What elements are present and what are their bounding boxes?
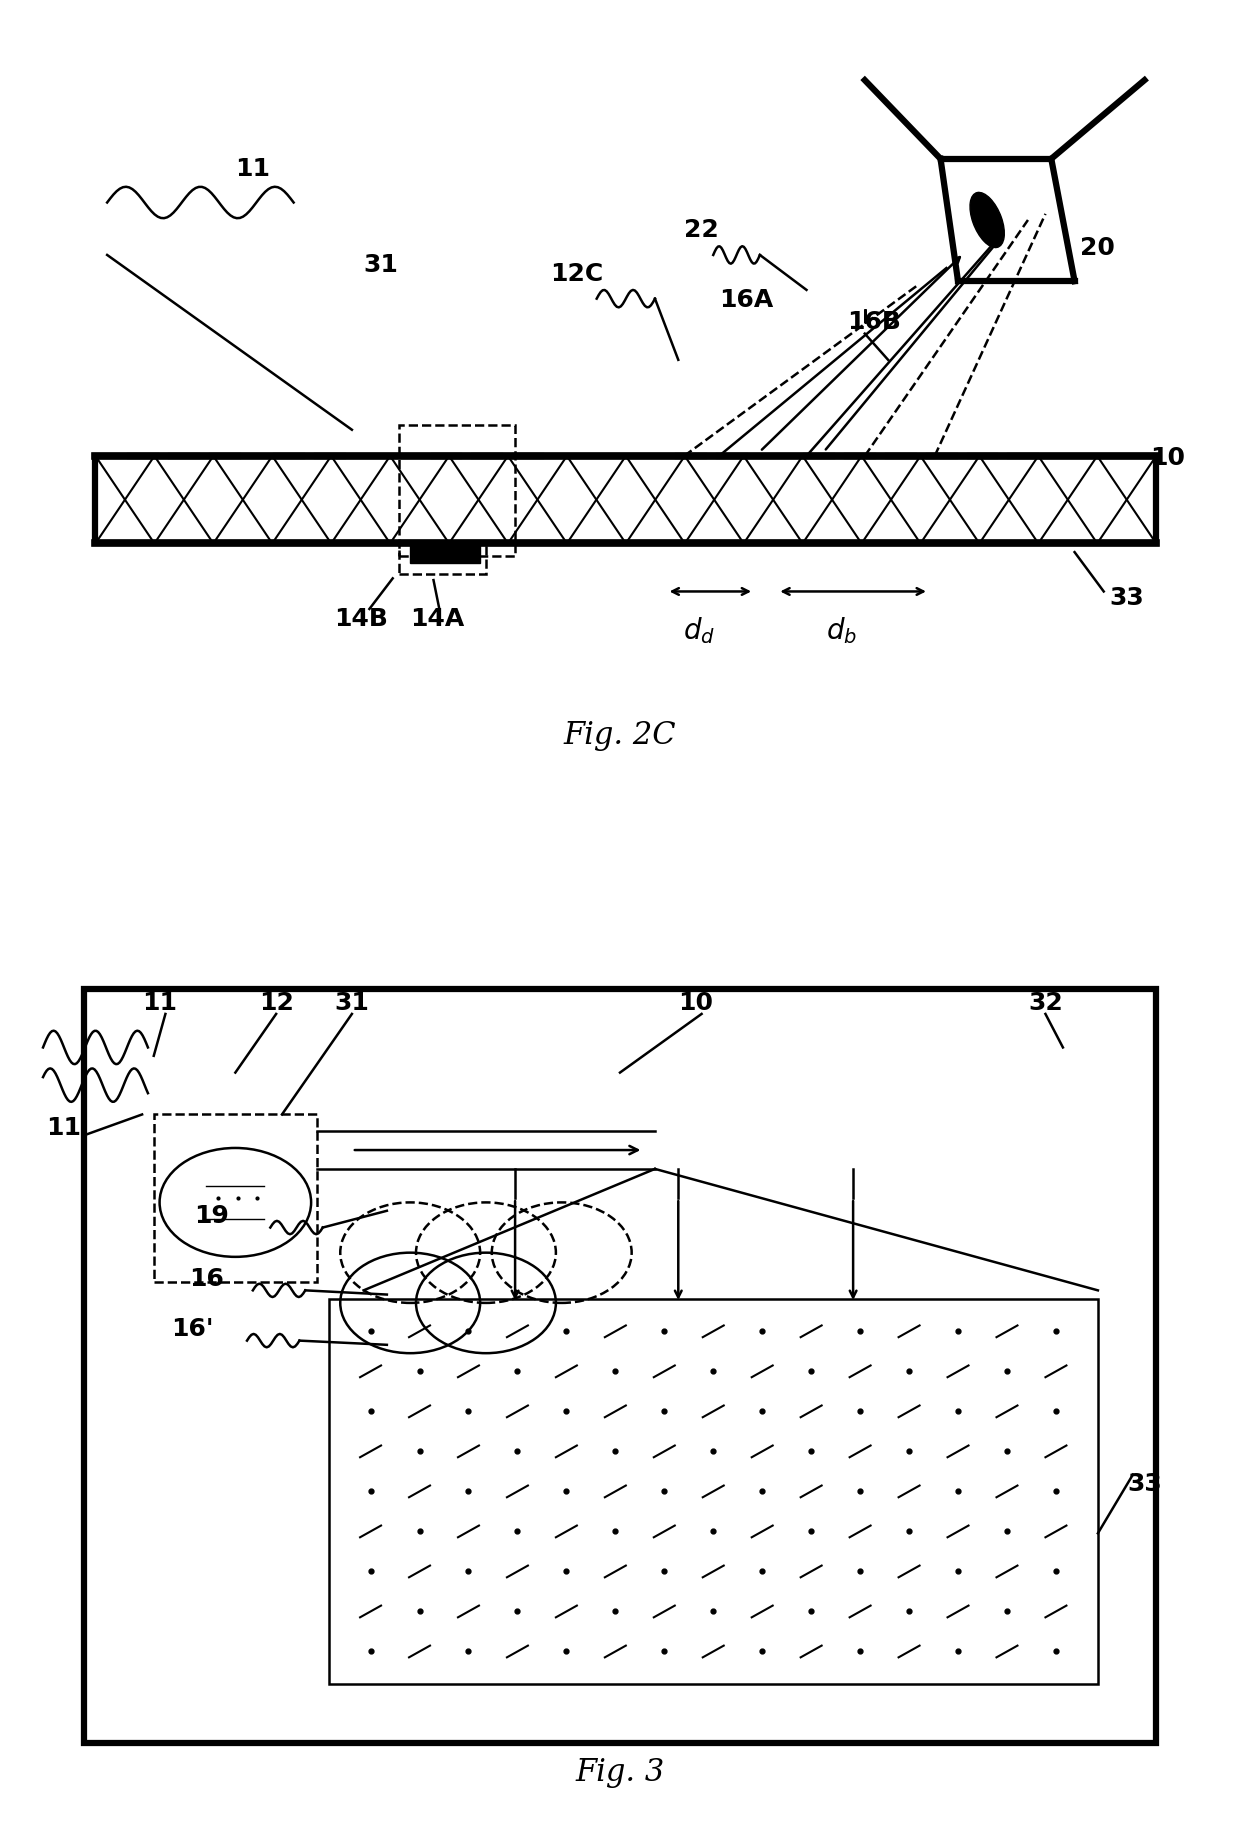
Text: 12C: 12C bbox=[551, 262, 604, 286]
Text: 14A: 14A bbox=[410, 608, 465, 632]
Bar bbox=[95, 455, 1156, 543]
Text: 16B: 16B bbox=[847, 310, 901, 335]
Text: 16A: 16A bbox=[719, 288, 774, 313]
Text: 16: 16 bbox=[188, 1267, 223, 1291]
Text: 11: 11 bbox=[236, 157, 270, 182]
Text: 33: 33 bbox=[1127, 1473, 1162, 1497]
Text: 11': 11' bbox=[47, 1116, 89, 1140]
Text: 10: 10 bbox=[1151, 446, 1185, 470]
Text: 32: 32 bbox=[1028, 991, 1063, 1014]
Text: 33: 33 bbox=[1110, 586, 1145, 610]
Text: Fig. 2C: Fig. 2C bbox=[564, 719, 676, 752]
Text: 12: 12 bbox=[259, 991, 294, 1014]
Text: 31: 31 bbox=[363, 253, 398, 277]
Text: 19: 19 bbox=[195, 1204, 229, 1229]
Text: 14B: 14B bbox=[335, 608, 388, 632]
Bar bbox=[410, 541, 480, 563]
Text: $d_d$: $d_d$ bbox=[683, 615, 714, 646]
Text: 11: 11 bbox=[143, 991, 177, 1014]
Text: 22: 22 bbox=[684, 219, 719, 242]
Text: Fig. 3: Fig. 3 bbox=[575, 1757, 665, 1788]
Bar bbox=[329, 1298, 1097, 1684]
Text: 31: 31 bbox=[335, 991, 370, 1014]
Bar bbox=[398, 543, 486, 574]
Bar bbox=[154, 1114, 317, 1282]
Text: $d_b$: $d_b$ bbox=[826, 615, 857, 646]
Text: 20: 20 bbox=[1080, 237, 1115, 260]
Text: 16': 16' bbox=[171, 1317, 213, 1342]
Bar bbox=[398, 426, 515, 557]
Text: 10: 10 bbox=[678, 991, 713, 1014]
Ellipse shape bbox=[970, 193, 1004, 248]
